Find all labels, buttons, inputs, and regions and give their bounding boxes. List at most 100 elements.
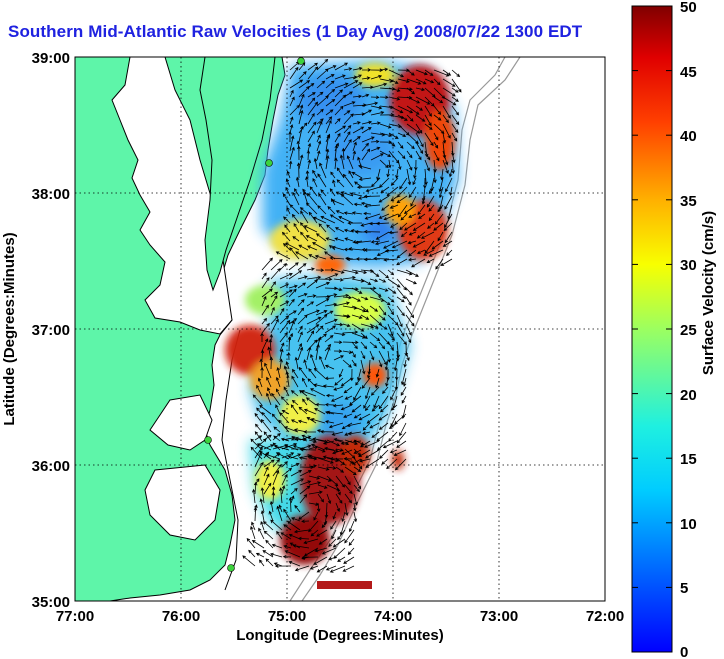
velocity-arrow bbox=[307, 130, 315, 143]
velocity-arrow bbox=[322, 384, 335, 388]
velocity-arrow bbox=[329, 188, 336, 197]
velocity-arrow bbox=[260, 349, 265, 361]
velocity-arrow bbox=[305, 235, 318, 242]
colorbar-tick-labels: 50 45 40 35 30 25 20 15 10 5 0 bbox=[680, 0, 697, 659]
velocity-arrow bbox=[318, 223, 327, 233]
velocity-arrow bbox=[363, 229, 381, 234]
velocity-arrow bbox=[360, 314, 370, 320]
velocity-arrow bbox=[361, 101, 379, 107]
velocity-arrow bbox=[384, 359, 389, 371]
velocity-arrow bbox=[279, 342, 285, 352]
velocity-arrow bbox=[246, 537, 256, 549]
velocity-arrow bbox=[437, 231, 444, 242]
velocity-arrow bbox=[307, 378, 317, 388]
velocity-arrow bbox=[334, 144, 339, 161]
velocity-arrow bbox=[365, 186, 381, 193]
y-tick-label: 37:00 bbox=[32, 322, 70, 339]
velocity-arrow bbox=[396, 431, 407, 444]
velocity-arrow bbox=[382, 440, 398, 449]
velocity-arrow bbox=[305, 202, 318, 215]
velocity-arrow bbox=[302, 398, 308, 406]
velocity-arrow bbox=[279, 289, 293, 298]
velocity-arrow bbox=[406, 141, 415, 150]
velocity-arrow bbox=[261, 288, 273, 298]
velocity-arrow bbox=[359, 458, 371, 463]
velocity-arrow bbox=[331, 199, 345, 206]
velocity-arrow bbox=[370, 111, 385, 116]
velocity-arrow bbox=[387, 159, 392, 169]
velocity-arrow bbox=[271, 491, 276, 504]
velocity-arrow bbox=[349, 395, 362, 406]
velocity-arrow bbox=[406, 123, 421, 134]
velocity-arrow bbox=[404, 222, 417, 231]
velocity-arrow bbox=[390, 386, 398, 401]
velocity-arrow bbox=[390, 177, 399, 186]
velocity-arrow bbox=[332, 511, 337, 520]
velocity-arrow bbox=[335, 502, 340, 512]
velocity-arrow bbox=[361, 93, 370, 98]
velocity-arrow bbox=[336, 167, 345, 179]
velocity-arrow bbox=[384, 249, 399, 253]
x-tick-label: 76:00 bbox=[162, 608, 200, 625]
velocity-arrow bbox=[389, 204, 399, 209]
velocity-arrow bbox=[316, 565, 328, 573]
velocity-arrow bbox=[289, 79, 304, 89]
velocity-arrow bbox=[352, 94, 363, 99]
velocity-arrow bbox=[299, 435, 312, 441]
velocity-arrow bbox=[335, 448, 344, 452]
velocity-arrow bbox=[358, 413, 371, 421]
velocity-arrow bbox=[397, 78, 410, 83]
velocity-arrow bbox=[258, 559, 265, 567]
velocity-arrow bbox=[378, 278, 387, 283]
velocity-arrow bbox=[361, 120, 373, 125]
velocity-arrow bbox=[424, 114, 432, 127]
velocity-arrow bbox=[314, 547, 328, 553]
colorbar-tick-label: 10 bbox=[680, 516, 697, 533]
velocity-arrow bbox=[396, 278, 407, 291]
velocity-arrow bbox=[292, 368, 299, 379]
velocity-arrow bbox=[396, 314, 403, 328]
velocity-arrow bbox=[375, 377, 380, 389]
velocity-arrow bbox=[297, 314, 308, 325]
velocity-arrow bbox=[333, 301, 350, 307]
velocity-arrow bbox=[312, 242, 327, 251]
x-tick-label: 73:00 bbox=[480, 608, 518, 625]
velocity-arrow bbox=[367, 368, 371, 379]
velocity-arrow bbox=[328, 422, 344, 429]
velocity-arrow bbox=[427, 222, 435, 229]
velocity-arrow bbox=[268, 510, 274, 522]
velocity-arrow bbox=[387, 269, 395, 276]
velocity-arrow bbox=[291, 213, 300, 224]
velocity-arrow bbox=[352, 126, 365, 134]
velocity-arrow bbox=[270, 315, 279, 325]
velocity-arrow bbox=[369, 341, 378, 349]
velocity-arrow bbox=[355, 257, 371, 261]
velocity-arrow bbox=[299, 207, 309, 215]
velocity-arrow bbox=[335, 457, 346, 465]
velocity-arrow bbox=[388, 96, 401, 101]
velocity-arrow bbox=[389, 449, 398, 454]
colorbar-tick-label: 15 bbox=[680, 451, 697, 468]
velocity-arrow bbox=[385, 377, 389, 387]
velocity-arrow bbox=[402, 377, 407, 387]
velocity-arrow bbox=[451, 78, 462, 93]
velocity-arrow bbox=[348, 520, 355, 533]
velocity-arrow bbox=[306, 275, 322, 280]
colorbar-tick-label: 0 bbox=[680, 644, 688, 659]
velocity-arrow bbox=[263, 482, 272, 495]
velocity-arrow bbox=[257, 377, 263, 388]
velocity-arrow bbox=[316, 150, 321, 161]
velocity-arrow bbox=[288, 320, 295, 334]
colorbar-tick-label: 25 bbox=[680, 322, 697, 339]
velocity-arrow bbox=[379, 95, 389, 100]
velocity-arrow bbox=[379, 67, 389, 72]
velocity-arrow bbox=[428, 249, 444, 257]
velocity-arrow bbox=[331, 245, 345, 251]
velocity-arrows bbox=[242, 58, 462, 573]
velocity-arrow bbox=[361, 148, 371, 161]
velocity-arrow bbox=[396, 305, 405, 317]
velocity-arrow bbox=[341, 147, 346, 161]
velocity-arrow bbox=[406, 159, 413, 171]
velocity-arrow bbox=[265, 539, 274, 549]
velocity-arrow bbox=[303, 538, 319, 545]
